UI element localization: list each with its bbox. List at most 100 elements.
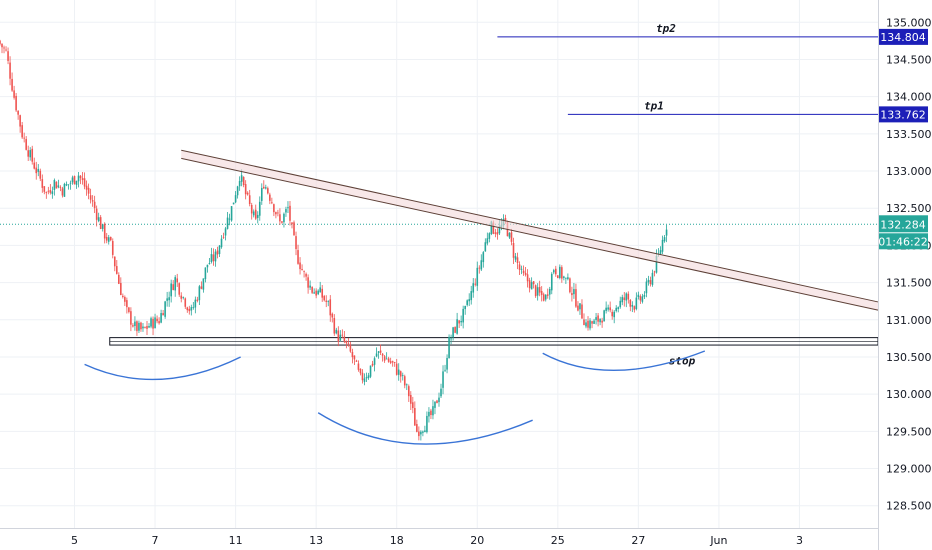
candle-body [456,319,458,334]
candle-body [607,307,609,310]
candle-body [466,300,468,305]
y-tick-label: 135.000 [886,16,932,29]
candle-body [184,298,187,307]
pattern-arc-3 [542,350,706,372]
candle-body [534,285,537,297]
candle-body [432,406,434,416]
candle-body [450,338,452,340]
candle-body [188,308,191,312]
candle-body [89,195,92,200]
tp1-label: tp1 [644,99,664,112]
candle-body [279,214,281,222]
candle-body [389,361,392,363]
x-tick-label: 3 [796,534,803,547]
candle-body [639,296,642,301]
candle-body [107,237,110,242]
candle-body [0,40,1,44]
candle-body [202,278,205,290]
candle-body [194,299,197,308]
candle-body [430,410,432,416]
pattern-arc-2 [317,412,533,445]
candle-body [407,386,410,397]
candle-body [454,326,456,333]
candle-body [528,280,531,289]
candle-body [51,191,54,195]
candle-body [629,300,632,307]
candle-body [665,229,668,236]
candle-body [323,296,326,301]
x-tick-label: 25 [551,534,565,547]
candle-body [339,334,342,341]
candle-body [333,317,336,334]
candle-body [206,264,209,268]
candle-body [313,292,315,294]
candle-body [496,232,499,235]
candle-body [224,228,227,236]
candle-body [458,320,460,324]
candle-body [281,221,283,223]
candle-body [174,277,177,291]
candle-body [442,371,444,388]
candle-body [552,270,555,273]
candle-body [168,297,170,301]
candle-body [581,304,583,319]
candle-body [583,319,585,326]
candle-body [285,209,287,213]
candle-body [460,320,462,323]
candle-body [47,190,50,192]
candle-body [663,237,666,242]
candle-body [341,334,344,336]
y-tick-label: 133.000 [886,165,932,178]
candle-body [265,187,267,189]
candle-body [146,326,148,329]
candle-body [124,297,126,302]
candle-body [7,51,9,61]
candle-body [645,281,648,294]
candle-body [33,162,36,169]
candle-body [605,307,607,311]
candle-body [377,351,380,353]
candle-body [170,283,172,297]
candle-body [385,358,388,360]
candle-body [252,211,255,216]
candle-body [637,294,640,298]
candle-body [315,290,317,296]
candle-body [468,299,471,302]
candle-body [134,321,136,327]
candle-body [154,317,156,329]
candle-body [222,236,225,238]
candle-body [659,250,662,254]
candle-body [625,293,628,301]
candle-body [275,212,277,215]
candle-body [196,299,199,301]
candle-body [621,297,624,303]
candlestick-series [0,39,668,441]
candle-body [228,218,231,220]
y-tick-label: 134.500 [886,53,932,66]
candle-body [236,186,239,196]
candle-body [599,318,601,323]
candle-body [128,307,130,313]
candle-body [172,284,174,290]
candle-body [120,283,122,296]
candle-body [317,290,319,295]
candle-body [35,167,38,174]
candle-body [97,217,100,222]
candle-body [603,310,605,322]
candle-body [113,256,116,267]
candle-body [476,267,479,286]
candle-body [41,179,44,188]
pattern-arc-1 [84,356,241,381]
candle-body [210,254,213,262]
y-tick-label: 129.000 [886,463,932,476]
candle-body [122,295,124,297]
candle-body [542,294,545,301]
candle-body [498,225,501,234]
candle-body [627,293,630,300]
candle-body [256,214,259,218]
candle-body [271,202,273,204]
candle-body [492,222,495,234]
candle-body [484,242,487,252]
trendline-lower [181,157,879,311]
